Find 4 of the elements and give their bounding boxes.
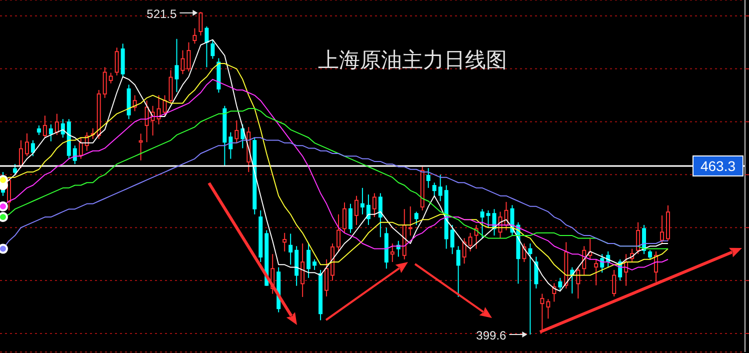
ref-line-label: 463.3	[700, 158, 736, 174]
annotation: 521.5	[146, 6, 178, 21]
text: 上海原油主力日线图	[318, 47, 507, 74]
annotation: 399.6	[476, 328, 507, 343]
